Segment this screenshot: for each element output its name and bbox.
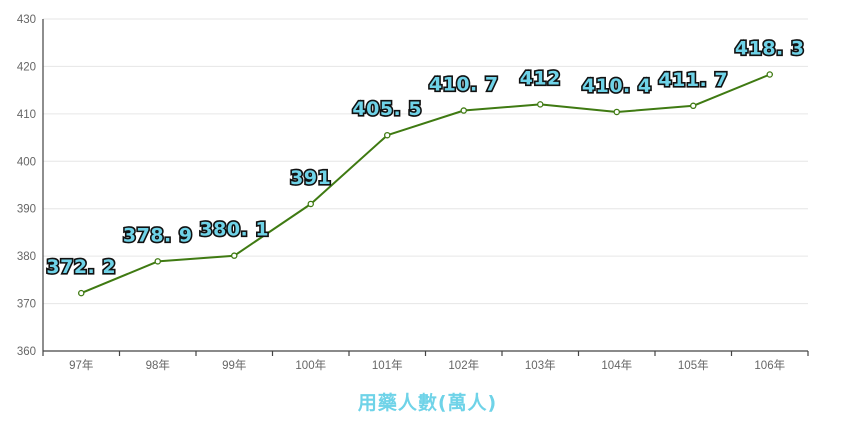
data-label-3: 391: [290, 167, 331, 189]
data-point-4: [383, 131, 391, 139]
x-tick-label-7: 104年: [601, 358, 632, 372]
data-label-9: 418. 3: [735, 37, 805, 59]
y-tick-label-400: 400: [17, 156, 36, 168]
data-label-8: 411. 7: [658, 69, 728, 91]
data-point-6: [537, 101, 544, 108]
x-tick-label-3: 100年: [295, 358, 326, 372]
y-tick-label-430: 430: [17, 14, 36, 26]
x-tick-label-8: 105年: [678, 358, 709, 372]
x-axis-title: 用藥人數(萬人): [358, 392, 497, 414]
grid-layer: [43, 18, 808, 305]
data-point-5: [460, 107, 467, 114]
data-point-9: [766, 71, 774, 78]
y-tick-label-410: 410: [17, 109, 36, 121]
x-tick-label-4: 101年: [372, 358, 403, 372]
data-point-3: [307, 200, 314, 208]
x-tick-label-6: 103年: [525, 358, 556, 372]
y-tick-label-380: 380: [17, 251, 36, 263]
data-label-0: 372. 2: [46, 256, 116, 278]
data-point-0: [78, 289, 85, 297]
y-tick-label-390: 390: [17, 204, 36, 216]
y-tick-label-370: 370: [17, 299, 36, 311]
data-point-1: [154, 258, 161, 265]
x-tick-label-2: 99年: [222, 358, 246, 372]
y-tick-label-360: 360: [17, 346, 36, 358]
x-tick-label-9: 106年: [754, 358, 785, 372]
data-label-1: 378. 9: [123, 224, 193, 246]
x-tick-label-1: 98年: [146, 358, 170, 372]
data-label-7: 410. 4: [582, 75, 652, 97]
data-point-8: [690, 102, 697, 110]
label-layer: 372. 2 378. 9 380. 1 391 405. 5 410. 7 412 410.…: [45, 36, 806, 280]
x-tick-label-5: 102年: [448, 358, 479, 372]
series-line: [80, 73, 771, 295]
data-label-6: 412: [520, 67, 561, 89]
data-label-4: 405. 5: [352, 98, 422, 120]
data-point-2: [230, 252, 238, 259]
y-tick-label-420: 420: [17, 61, 36, 73]
series-layer: [78, 71, 774, 297]
axis-layer: 360 370 380 390 400 410 420 430 97年 98年 99年 100年 101…: [17, 14, 809, 372]
data-label-5: 410. 7: [429, 74, 499, 96]
x-tick-label-0: 97年: [69, 358, 93, 372]
data-label-2: 380. 1: [199, 219, 269, 241]
data-point-7: [613, 108, 621, 116]
